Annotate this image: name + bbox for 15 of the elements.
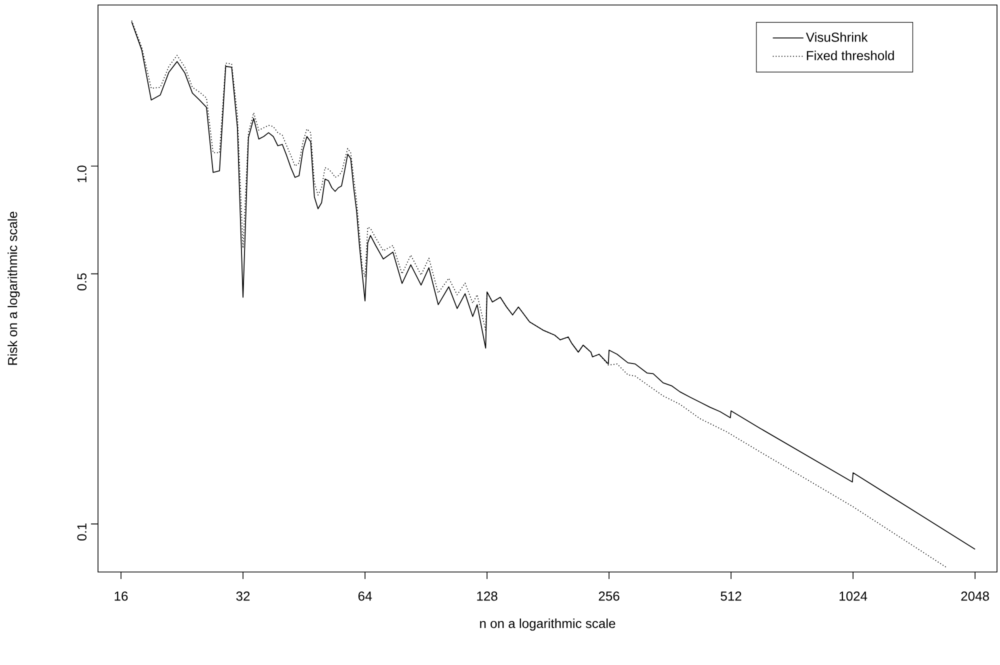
x-tick-label: 32 — [236, 592, 250, 601]
y-tick-label: 0.5 — [77, 273, 86, 290]
y-tick-label: 0.1 — [77, 524, 86, 540]
legend-label: Fixed threshold — [806, 50, 894, 60]
x-tick-label: 64 — [358, 592, 372, 601]
y-tick-label: 1.0 — [77, 166, 86, 182]
x-tick-label: 512 — [720, 592, 742, 601]
x-tick-label: 16 — [114, 592, 128, 601]
x-tick-label: 128 — [477, 592, 498, 601]
y-axis-title: Risk on a logarithmic scale — [8, 212, 20, 365]
x-axis-title: n on a logarithmic scale — [480, 618, 616, 631]
legend-label: VisuShrink — [806, 32, 868, 42]
x-tick-label: 1024 — [840, 592, 868, 601]
x-tick-label: 256 — [598, 592, 620, 601]
x-tick-label: 2048 — [961, 592, 989, 601]
